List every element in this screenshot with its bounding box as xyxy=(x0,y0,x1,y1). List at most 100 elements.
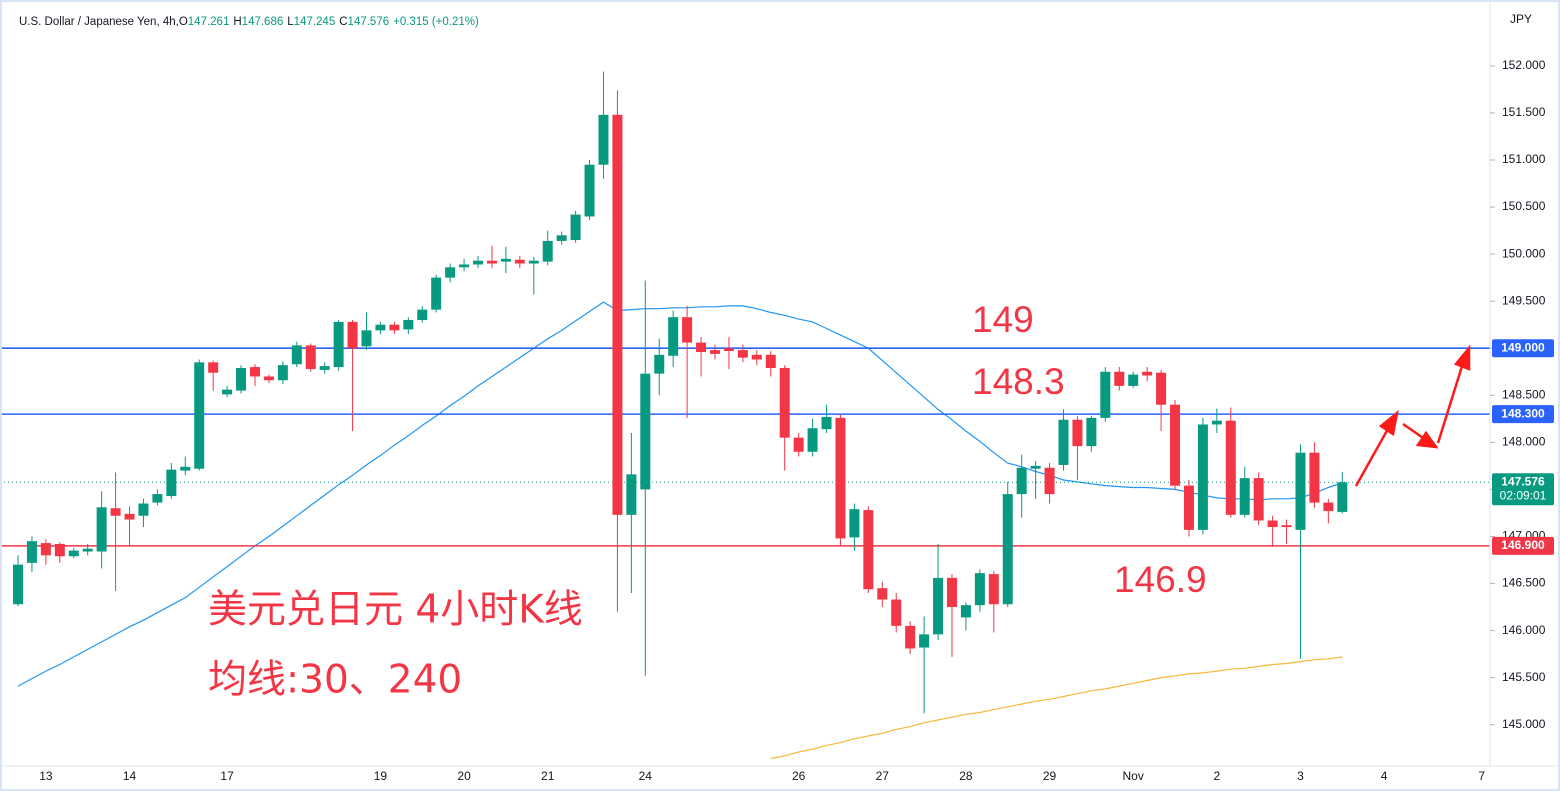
candle-body xyxy=(612,114,623,515)
candle-body xyxy=(500,258,511,262)
candle-body xyxy=(863,510,874,590)
candle-body xyxy=(486,260,497,264)
header-change: +0.315 (+0.21%) xyxy=(393,16,479,28)
candle-body xyxy=(333,321,344,368)
candle-body xyxy=(1323,502,1334,512)
x-tick-label: 26 xyxy=(792,769,806,783)
arrow-head xyxy=(1378,409,1399,437)
candle-body xyxy=(1128,374,1139,386)
candle-body xyxy=(1156,372,1167,405)
x-tick-label: 13 xyxy=(39,769,53,783)
ohlc-key: H xyxy=(233,16,241,28)
candle-body xyxy=(710,350,720,354)
y-tick-label: 151.500 xyxy=(1502,105,1546,119)
candle-body xyxy=(13,564,23,605)
y-tick-label: 151.000 xyxy=(1502,152,1546,166)
forecast-arrows xyxy=(1354,344,1471,487)
candle-body xyxy=(138,503,149,516)
candle-body xyxy=(1239,478,1250,515)
candle-body xyxy=(361,330,372,347)
candle-body xyxy=(263,376,274,381)
x-tick-label: 28 xyxy=(959,769,973,783)
candle-body xyxy=(54,544,65,557)
chart-header: U.S. Dollar / Japanese Yen, 4h,O147.261 H… xyxy=(19,16,479,28)
annotation: 均线:30、240 xyxy=(208,658,462,703)
candle-body xyxy=(1030,465,1041,469)
candle-body xyxy=(974,573,985,606)
candle-body xyxy=(723,348,734,352)
candle-body xyxy=(1281,525,1292,528)
candle-body xyxy=(124,513,135,520)
arrow-head xyxy=(1415,430,1439,449)
y-tick-label: 152.000 xyxy=(1502,58,1546,72)
candle-body xyxy=(445,267,456,278)
level-note: 146.9 xyxy=(1114,559,1207,600)
candle-body xyxy=(1183,485,1194,530)
candle-body xyxy=(194,362,205,469)
candle-body xyxy=(654,354,665,374)
last-price-box xyxy=(1492,473,1554,506)
ohlc-value: 147.245 xyxy=(294,16,336,28)
candle-body xyxy=(96,507,107,552)
candle-body xyxy=(40,543,51,556)
candle-body xyxy=(1044,467,1055,495)
ohlc-value: 147.261 xyxy=(188,16,230,28)
x-tick-label: 14 xyxy=(123,769,137,783)
candle-body xyxy=(389,324,400,331)
candle-body xyxy=(1253,478,1264,521)
candle-body xyxy=(110,508,121,516)
x-tick-label: 19 xyxy=(374,769,388,783)
y-tick-label: 148.500 xyxy=(1502,387,1546,401)
candle-body xyxy=(305,345,316,369)
candle-body xyxy=(1197,424,1208,530)
candle-body xyxy=(1142,371,1153,376)
candle-body xyxy=(417,309,428,320)
candle-body xyxy=(919,634,930,648)
candle-body xyxy=(584,164,595,217)
candle-body xyxy=(696,342,707,352)
x-tick-label: 3 xyxy=(1297,769,1304,783)
arrow-line xyxy=(1354,426,1391,487)
candle-body xyxy=(891,599,902,626)
level-note: 149 xyxy=(972,299,1034,340)
level-price-box xyxy=(1492,405,1554,424)
x-tick-label: 24 xyxy=(639,769,653,783)
x-tick-label: Nov xyxy=(1123,769,1144,783)
candle-body xyxy=(1114,371,1125,386)
level-price-label: 148.300 xyxy=(1501,406,1545,420)
candle-body xyxy=(542,240,553,262)
candle-body xyxy=(1086,417,1097,447)
candle-body xyxy=(291,345,302,365)
candle-body xyxy=(249,367,260,377)
candle-body xyxy=(1211,420,1222,425)
ohlc-key: L xyxy=(287,16,294,28)
candle-body xyxy=(1100,371,1111,418)
level-price-label: 149.000 xyxy=(1501,340,1545,354)
y-tick-label: 145.500 xyxy=(1502,670,1546,684)
annotation: 美元兑日元 4小时K线 xyxy=(208,588,583,633)
ohlc-value: 147.576 xyxy=(348,16,390,28)
x-tick-label: 4 xyxy=(1381,769,1388,783)
arrow-line xyxy=(1436,362,1465,444)
candle-body xyxy=(277,365,288,381)
candle-body xyxy=(835,417,846,539)
candle-body xyxy=(514,259,525,264)
level-note: 148.3 xyxy=(972,361,1065,402)
level-price-label: 146.900 xyxy=(1501,538,1545,552)
candle-body xyxy=(737,350,748,358)
x-tick-label: 17 xyxy=(220,769,234,783)
candle-body xyxy=(556,235,567,241)
x-tick-label: 27 xyxy=(876,769,890,783)
candle-body xyxy=(1072,419,1083,447)
candle-body xyxy=(1309,452,1320,503)
candle-body xyxy=(988,574,999,605)
candle-body xyxy=(208,362,219,373)
candle-body xyxy=(793,437,804,452)
candle-body xyxy=(319,366,330,370)
y-tick-label: 146.000 xyxy=(1502,623,1546,637)
candle-body xyxy=(347,321,358,349)
header-title: U.S. Dollar / Japanese Yen, 4h, xyxy=(19,16,179,28)
moving-average xyxy=(17,301,1343,687)
candle-body xyxy=(222,389,233,395)
